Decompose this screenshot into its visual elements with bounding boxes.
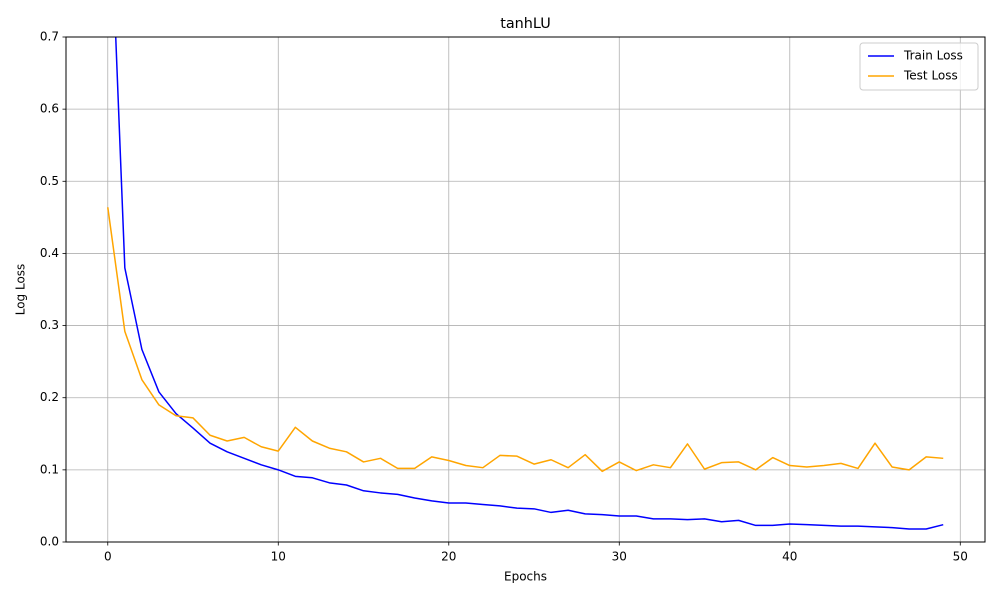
x-tick-label: 20 <box>441 550 456 564</box>
series-line <box>107 207 944 473</box>
x-tick-label: 50 <box>953 550 968 564</box>
plot-area <box>107 37 944 530</box>
legend-box <box>859 42 979 91</box>
series-line <box>114 37 944 530</box>
chart-title: tanhLU <box>500 16 551 32</box>
axes-frame <box>65 36 986 543</box>
y-axis-label: Log Loss <box>14 264 28 316</box>
x-tick-label: 0 <box>104 550 112 564</box>
legend: Train Loss Test Loss <box>859 42 979 91</box>
y-tick-label: 0.3 <box>40 318 59 332</box>
legend-label: Test Loss <box>903 69 958 83</box>
y-tick-label: 0.0 <box>40 535 59 549</box>
y-tick-label: 0.5 <box>40 174 59 188</box>
x-axis-label: Epochs <box>504 570 547 584</box>
y-tick-label: 0.6 <box>40 102 59 116</box>
y-tick-label: 0.4 <box>40 246 59 260</box>
legend-label: Train Loss <box>903 49 963 63</box>
x-tick-label: 30 <box>612 550 627 564</box>
y-tick-label: 0.1 <box>40 462 59 476</box>
y-tick-label: 0.7 <box>40 30 59 44</box>
y-tick-label: 0.2 <box>40 390 59 404</box>
x-tick-label: 40 <box>782 550 797 564</box>
ticks: 0 10 20 30 40 50 0.0 0.1 0.2 0.3 0.4 0.5 0.6 0.7 <box>40 30 968 564</box>
x-tick-label: 10 <box>271 550 286 564</box>
